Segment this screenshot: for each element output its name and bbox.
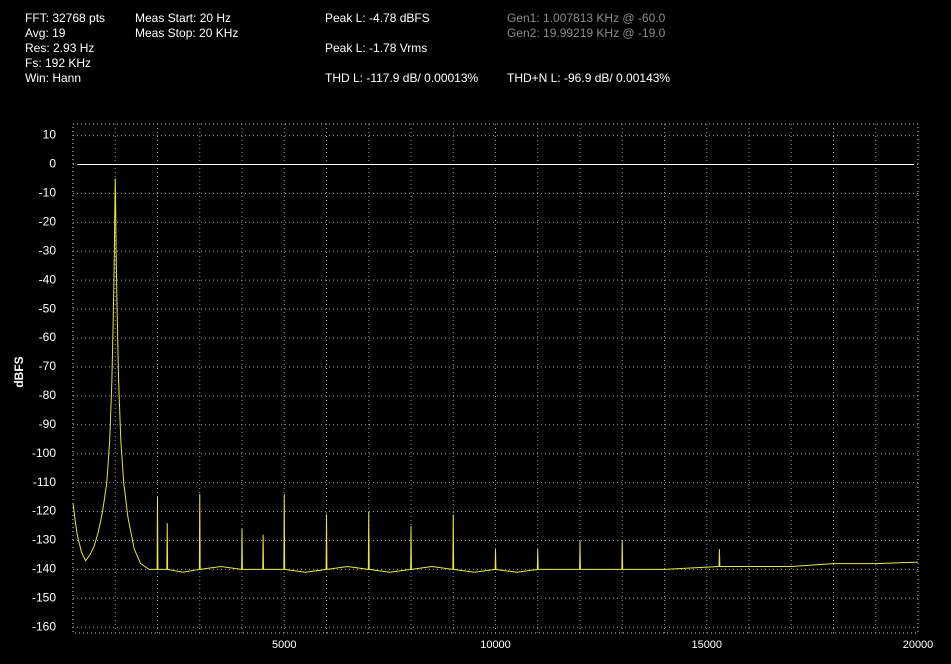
- readout: Avg: 19: [25, 26, 66, 40]
- y-tick-label: 0: [49, 157, 56, 171]
- readout: Gen1: 1.007813 KHz @ -60.0: [507, 11, 666, 25]
- readout: Fs: 192 KHz: [25, 56, 91, 70]
- y-tick-label: -50: [39, 301, 57, 315]
- y-tick-label: -30: [39, 243, 57, 257]
- y-tick-label: 10: [43, 128, 57, 142]
- y-tick-label: -40: [39, 272, 57, 286]
- y-tick-label: -70: [39, 359, 57, 373]
- y-tick-label: -120: [32, 504, 56, 518]
- y-tick-label: -90: [39, 417, 57, 431]
- readout: FFT: 32768 pts: [25, 11, 105, 25]
- y-tick-label: -100: [32, 446, 56, 460]
- readout: Peak L: -1.78 Vrms: [325, 41, 427, 55]
- spectrum-line: [72, 178, 919, 573]
- y-tick-label: -130: [32, 533, 56, 547]
- y-axis-label: dBFS: [12, 356, 26, 387]
- readout: Meas Start: 20 Hz: [135, 11, 231, 25]
- y-tick-label: -20: [39, 215, 57, 229]
- x-tick-label: 15000: [691, 639, 722, 651]
- y-tick-label: -80: [39, 388, 57, 402]
- x-tick-label: 10000: [480, 639, 511, 651]
- x-tick-label: 20000: [903, 639, 934, 651]
- y-tick-label: -110: [33, 475, 56, 489]
- readout: THD+N L: -96.9 dB/ 0.00143%: [507, 71, 670, 85]
- y-tick-label: -60: [39, 330, 57, 344]
- readout: Win: Hann: [25, 71, 81, 85]
- y-tick-label: -140: [32, 562, 56, 576]
- readout: Meas Stop: 20 KHz: [135, 26, 238, 40]
- readout: THD L: -117.9 dB/ 0.00013%: [325, 71, 479, 85]
- y-tick-label: -10: [39, 186, 57, 200]
- readout: Res: 2.93 Hz: [25, 41, 94, 55]
- y-tick-label: -150: [32, 590, 56, 604]
- readout: Peak L: -4.78 dBFS: [325, 11, 430, 25]
- x-tick-label: 5000: [272, 639, 296, 651]
- y-tick-label: -160: [32, 619, 56, 633]
- readout: Gen2: 19.99219 KHz @ -19.0: [507, 26, 666, 40]
